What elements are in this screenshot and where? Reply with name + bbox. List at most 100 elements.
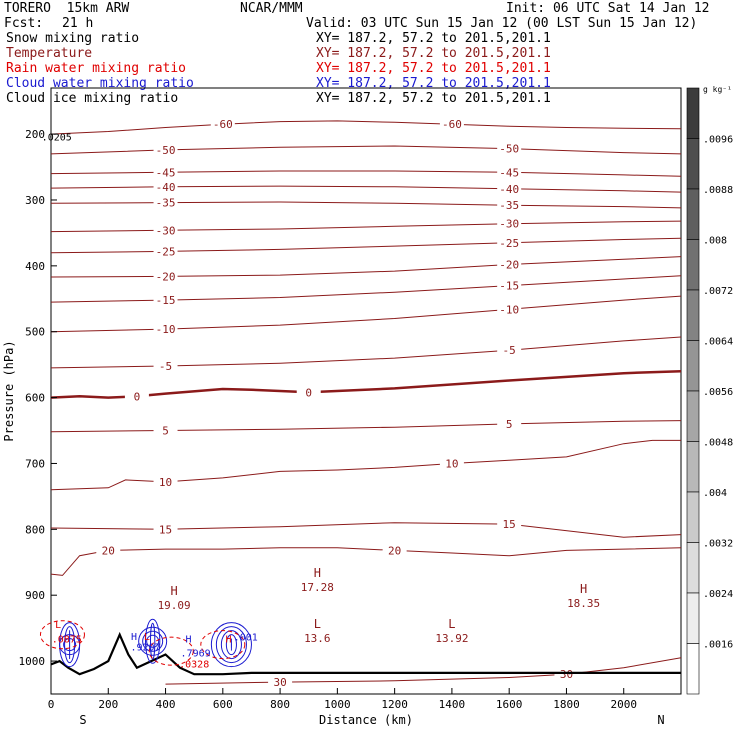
isotherm-label: -45 xyxy=(156,166,176,179)
isotherm-line xyxy=(50,275,682,303)
isotherm-line xyxy=(165,657,682,685)
forecast-hours: 21 h xyxy=(62,16,94,31)
low-level-label: .0328 xyxy=(179,660,209,671)
isotherm-label-bg xyxy=(124,390,149,403)
isotherm-label-bg xyxy=(497,279,522,292)
colorbar-label: .008 xyxy=(703,236,727,247)
isotherm-label: 5 xyxy=(162,425,169,438)
low-level-label: .001 xyxy=(234,633,258,644)
isotherm-label: 15 xyxy=(503,518,516,531)
isotherm-line xyxy=(50,522,682,538)
low-level-label: .7969 xyxy=(181,648,211,659)
cloud-water-contour xyxy=(215,626,247,664)
isotherm-label: -30 xyxy=(499,218,519,231)
y-tick-label: 800 xyxy=(25,523,45,536)
isotherm-label: -5 xyxy=(503,344,516,357)
colorbar-label: .0096 xyxy=(703,135,733,146)
isotherm-label: -60 xyxy=(213,118,233,131)
y-tick-label: 200 xyxy=(25,128,45,141)
field-xy-range: XY= 187.2, 57.2 to 201.5,201.1 xyxy=(316,46,551,61)
isotherm-label-bg xyxy=(153,424,178,437)
isotherm-line xyxy=(50,369,682,399)
isotherm-label: -60 xyxy=(442,118,462,131)
low-level-label: H xyxy=(131,632,137,643)
low-level-label: .9207 xyxy=(130,643,160,654)
isotherm-label-bg xyxy=(497,303,522,316)
x-tick-label: 1000 xyxy=(324,698,351,711)
colorbar-label: .0032 xyxy=(703,539,733,550)
isotherm-label-bg xyxy=(497,518,522,531)
isotherm-label-bg xyxy=(296,386,321,399)
valid-time: Valid: 03 UTC Sun 15 Jan 12 (00 LST Sun … xyxy=(306,16,698,31)
field-name: Rain water mixing ratio xyxy=(6,61,187,76)
isotherm-label: -50 xyxy=(156,144,176,157)
isotherm-label: -45 xyxy=(499,166,519,179)
isotherm-label: -25 xyxy=(156,245,176,258)
x-tick-label: 600 xyxy=(213,698,233,711)
isotherm-line xyxy=(50,185,682,193)
upper-annotation: .0205 xyxy=(42,133,72,144)
isotherm-label-bg xyxy=(153,180,178,193)
x-tick-label: 1200 xyxy=(381,698,408,711)
cloud-water-contour xyxy=(145,618,161,664)
isotherm-label-bg xyxy=(153,143,178,156)
isotherm-line xyxy=(50,439,681,491)
cloud-water-contour xyxy=(220,630,242,660)
colorbar-swatch xyxy=(686,542,700,594)
isotherm-label: -30 xyxy=(156,224,176,237)
cloud-water-contour xyxy=(210,622,252,668)
y-tick-label: 400 xyxy=(25,260,45,273)
extremum-marker: H xyxy=(580,582,587,596)
north-end-label: N xyxy=(657,713,664,727)
isotherm-label-bg xyxy=(153,323,178,336)
isotherm-label-bg xyxy=(153,270,178,283)
field-xy-range: XY= 187.2, 57.2 to 201.5,201.1 xyxy=(316,91,551,106)
cloud-water-contour xyxy=(146,634,160,648)
isotherm-line xyxy=(50,170,682,177)
y-tick-label: 500 xyxy=(25,326,45,339)
colorbar-swatch xyxy=(686,87,700,139)
isotherm-label: -15 xyxy=(156,294,176,307)
colorbar-swatch xyxy=(686,138,700,190)
isotherm-label: -10 xyxy=(499,303,519,316)
isotherm-label: -40 xyxy=(156,181,176,194)
colorbar-label: .0048 xyxy=(703,438,733,449)
x-tick-label: 1400 xyxy=(439,698,466,711)
isotherm-line xyxy=(50,120,682,135)
low-level-label: .0875 xyxy=(52,635,82,646)
cloud-water-contour xyxy=(225,634,237,656)
isotherm-label-bg xyxy=(497,182,522,195)
isotherm-label: 30 xyxy=(560,668,573,681)
x-tick-label: 400 xyxy=(156,698,176,711)
isotherm-label: -20 xyxy=(156,270,176,283)
isotherm-label-bg xyxy=(153,475,178,488)
isotherm-label: -35 xyxy=(156,197,176,210)
colorbar-label: .0024 xyxy=(703,589,733,600)
colorbar-unit: g kg⁻¹ xyxy=(703,85,732,94)
extremum-marker: L xyxy=(314,617,321,631)
isotherm-label: 20 xyxy=(102,544,115,557)
colorbar-swatch xyxy=(686,441,700,493)
field-name: Snow mixing ratio xyxy=(6,31,140,46)
isotherm-line xyxy=(50,220,682,233)
isotherm-label: 20 xyxy=(388,544,401,557)
isotherm-label: 0 xyxy=(134,390,141,403)
organization-title: NCAR/MMM xyxy=(240,1,303,16)
model-title: TORERO 15km ARW xyxy=(4,1,130,16)
y-tick-label: 1000 xyxy=(19,655,46,668)
cloud-water-contour xyxy=(142,630,164,652)
low-level-label: H xyxy=(226,635,232,646)
isotherm-label-bg xyxy=(210,118,235,131)
cloud-water-contour xyxy=(63,638,77,652)
isotherm-label-bg xyxy=(268,676,293,689)
isotherm-label: 10 xyxy=(159,476,172,489)
isotherm-line xyxy=(50,420,682,433)
rain-contour xyxy=(148,636,194,666)
field-name: Cloud water mixing ratio xyxy=(6,76,194,91)
y-axis-title: Pressure (hPa) xyxy=(2,340,16,441)
isotherm-label-bg xyxy=(497,236,522,249)
isotherm-label: -20 xyxy=(499,259,519,272)
isotherm-label: -35 xyxy=(499,199,519,212)
cloud-water-contour xyxy=(138,626,168,656)
low-level-label: L xyxy=(55,620,61,631)
